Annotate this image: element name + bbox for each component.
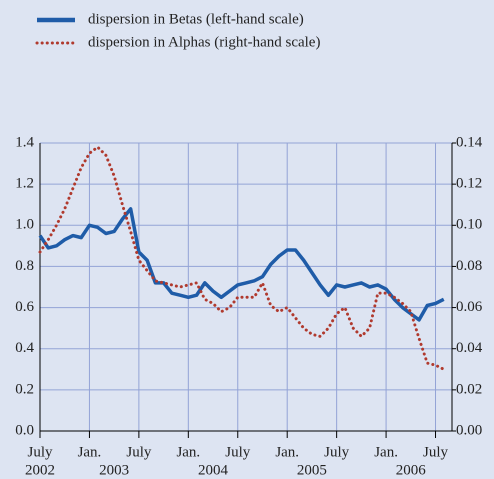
x-tick-label: July xyxy=(324,444,350,460)
y-tick-label: 1.0 xyxy=(15,217,34,233)
x-tick-label: July xyxy=(423,444,449,460)
legend-label: dispersion in Alphas (right-hand scale) xyxy=(88,34,320,50)
y2-tick-label: 0.02 xyxy=(456,381,482,397)
y-tick-label: 0.8 xyxy=(15,258,34,274)
x-tick-label: Jan. xyxy=(78,444,102,460)
x-year-label: 2005 xyxy=(297,462,327,478)
y-tick-label: 1.4 xyxy=(15,134,34,150)
y-tick-label: 0.6 xyxy=(15,299,34,315)
y-tick-label: 0.2 xyxy=(15,381,34,397)
x-tick-label: Jan. xyxy=(275,444,299,460)
x-tick-label: July xyxy=(126,444,152,460)
y2-tick-label: 0.06 xyxy=(456,299,483,315)
x-year-label: 2002 xyxy=(25,462,55,478)
y2-tick-label: 0.14 xyxy=(456,134,483,150)
legend-label: dispersion in Betas (left-hand scale) xyxy=(88,11,304,27)
x-tick-label: Jan. xyxy=(374,444,398,460)
x-year-label: 2006 xyxy=(396,462,427,478)
y2-tick-label: 0.04 xyxy=(456,340,483,356)
y2-tick-label: 0.08 xyxy=(456,258,482,274)
x-year-label: 2004 xyxy=(198,462,229,478)
y2-tick-label: 0.12 xyxy=(456,176,482,192)
y2-tick-label: 0.00 xyxy=(456,422,482,438)
y-tick-label: 0.4 xyxy=(15,340,34,356)
series-line xyxy=(38,145,446,371)
x-tick-label: July xyxy=(27,444,53,460)
x-tick-label: Jan. xyxy=(176,444,200,460)
y-tick-label: 0.0 xyxy=(15,422,34,438)
x-year-label: 2003 xyxy=(99,462,129,478)
x-tick-label: July xyxy=(225,444,251,460)
series-line xyxy=(38,207,445,322)
y-tick-label: 1.2 xyxy=(15,176,34,192)
y2-tick-label: 0.10 xyxy=(456,217,482,233)
